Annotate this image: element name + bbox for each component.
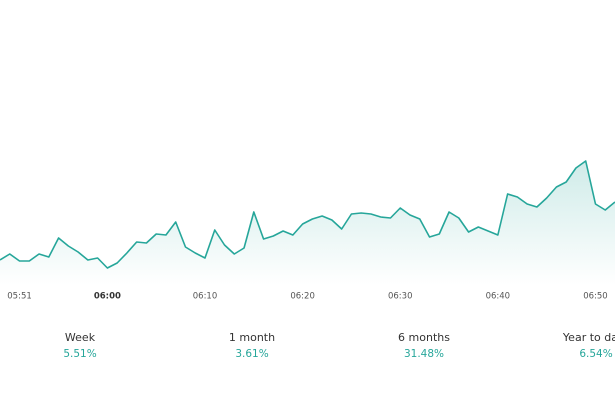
x-tick-label: 06:40 [486,292,511,302]
stat-value: 31.48% [404,348,444,360]
x-tick-label: 06:10 [193,292,218,302]
stat-label: Year to date [562,331,615,344]
x-tick-label: 06:50 [583,292,608,302]
stat-label: 1 month [229,331,275,344]
stat-label: Week [65,331,96,344]
stat-label: 6 months [398,331,450,344]
x-tick-label: 06:30 [388,292,413,302]
x-tick-label: 05:51 [7,292,32,302]
x-tick-label: 06:20 [290,292,315,302]
stat-value: 3.61% [235,348,268,360]
stat-value: 6.54% [579,348,612,360]
line [0,160,615,269]
area-fill [0,161,615,285]
stat-value: 5.51% [63,348,96,360]
x-tick-label: 06:00 [94,292,121,302]
